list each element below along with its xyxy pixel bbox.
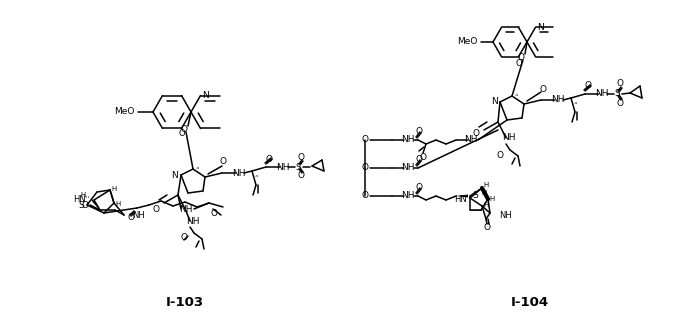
Polygon shape: [456, 195, 468, 197]
Text: O: O: [584, 81, 591, 90]
Text: NH: NH: [132, 210, 144, 219]
Text: NH: NH: [464, 135, 477, 145]
Text: O: O: [128, 212, 135, 222]
Text: O: O: [540, 85, 547, 94]
Text: I-103: I-103: [166, 295, 204, 308]
Text: O: O: [616, 80, 623, 88]
Text: O: O: [415, 154, 422, 164]
Text: N: N: [537, 23, 544, 32]
Text: O: O: [616, 99, 623, 107]
Text: ,,: ,,: [573, 98, 577, 104]
Text: NH: NH: [595, 89, 609, 99]
Text: NH: NH: [401, 191, 415, 200]
Text: O: O: [297, 171, 304, 180]
Text: S: S: [614, 89, 620, 99]
Text: O: O: [181, 126, 188, 134]
Text: O: O: [473, 128, 480, 138]
Text: O: O: [211, 209, 218, 217]
Text: S: S: [295, 163, 301, 171]
Text: O: O: [362, 191, 369, 200]
Text: N: N: [172, 171, 179, 179]
Text: NH: NH: [503, 133, 516, 143]
Text: ,,: ,,: [514, 90, 519, 96]
Text: ,,: ,,: [254, 171, 258, 177]
Text: NH: NH: [401, 164, 415, 172]
Text: NH: NH: [499, 210, 512, 219]
Text: O: O: [181, 234, 188, 243]
Text: HN: HN: [454, 196, 467, 204]
Text: NH: NH: [232, 169, 246, 178]
Text: O: O: [517, 54, 524, 62]
Text: HN: HN: [73, 196, 86, 204]
Text: O: O: [152, 205, 160, 215]
Text: O: O: [362, 135, 369, 145]
Text: O: O: [265, 154, 272, 164]
Text: O: O: [219, 157, 226, 165]
Text: MeO: MeO: [114, 107, 134, 117]
Text: O: O: [415, 126, 422, 135]
Text: O: O: [419, 153, 426, 163]
Text: NH: NH: [401, 135, 415, 145]
Text: O: O: [516, 59, 522, 68]
Text: NH: NH: [186, 217, 200, 225]
Text: ,,: ,,: [195, 163, 200, 169]
Text: NH: NH: [551, 95, 565, 105]
Text: O: O: [297, 152, 304, 161]
Text: O: O: [82, 200, 89, 210]
Text: H: H: [482, 190, 487, 196]
Text: O: O: [179, 130, 185, 139]
Text: O: O: [362, 164, 369, 172]
Text: H: H: [484, 202, 489, 208]
Text: NH: NH: [179, 204, 193, 214]
Text: H: H: [484, 182, 489, 188]
Text: MeO: MeO: [456, 37, 477, 47]
Text: H: H: [489, 196, 495, 202]
Text: N: N: [202, 91, 209, 100]
Text: S: S: [78, 200, 84, 210]
Text: O: O: [496, 151, 503, 159]
Text: H,,: H,,: [80, 192, 90, 198]
Text: O: O: [415, 183, 422, 191]
Text: O: O: [484, 223, 491, 231]
Text: H: H: [115, 201, 121, 207]
Text: NH: NH: [276, 163, 290, 171]
Text: S: S: [472, 191, 478, 200]
Text: H: H: [112, 186, 117, 192]
Text: N: N: [491, 98, 498, 107]
Text: I-104: I-104: [511, 295, 549, 308]
